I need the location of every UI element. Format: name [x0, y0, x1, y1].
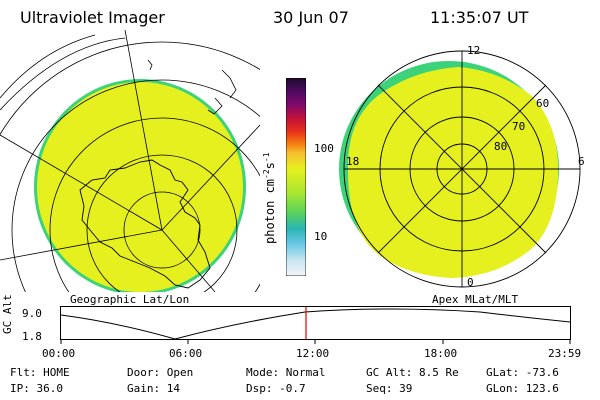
status-gain: Gain: 14	[127, 382, 180, 395]
observation-time: 11:35:07 UT	[430, 8, 529, 27]
meridian	[161, 124, 260, 231]
time-tick-0600: 06:00	[169, 347, 203, 360]
status-dsp: Dsp: -0.7	[246, 382, 306, 395]
colorbar-tick-10: 10	[314, 230, 328, 243]
meridian	[0, 134, 163, 231]
mlt-meridian	[377, 84, 547, 254]
outer-lat-arc	[0, 34, 96, 99]
status-mode: Mode: Normal	[246, 366, 326, 379]
lat-circle	[49, 117, 260, 292]
lat-circle	[0, 41, 260, 136]
time-tick-1800: 18:00	[424, 347, 458, 360]
status-gc-altitude: GC Alt: 8.5 Re	[366, 366, 459, 379]
meridian	[124, 30, 163, 231]
altitude-plot-frame	[60, 306, 571, 340]
lat-circle	[123, 191, 201, 269]
status-ip: IP: 36.0	[10, 382, 63, 395]
colorbar	[286, 78, 306, 276]
geographic-map	[0, 30, 260, 292]
magnetic-panel-title: Apex MLat/MLT	[432, 293, 519, 306]
magnetic-map	[339, 50, 581, 288]
status-sequence: Seq: 39	[366, 382, 413, 395]
new-zealand-coastline	[207, 97, 223, 115]
colorbar-gradient	[286, 78, 306, 276]
mlat-label-60: 60	[536, 97, 550, 110]
colorbar-label: photon cm-2s-1	[262, 152, 277, 244]
status-flight: Flt: HOME	[10, 366, 70, 379]
mlat-label-70: 70	[512, 120, 526, 133]
status-glat: GLat: -73.6	[486, 366, 559, 379]
altitude-tick-max: 9.0	[22, 307, 42, 320]
lat-circle	[11, 79, 260, 292]
altitude-plot	[60, 306, 571, 344]
colorbar-tick-100: 100	[314, 142, 334, 155]
mlt-label-0: 0	[467, 276, 474, 289]
altitude-axis-label: GC Alt	[1, 294, 14, 334]
altitude-curve	[60, 308, 571, 340]
time-tick-2359: 23:59	[548, 347, 582, 360]
instrument-title: Ultraviolet Imager	[20, 8, 165, 27]
antarctica-coastline	[79, 159, 211, 289]
time-tick-1200: 12:00	[296, 347, 330, 360]
mlt-label-6: 6	[578, 155, 585, 168]
aurora-image-disk	[37, 82, 243, 292]
status-glon: GLon: 123.6	[486, 382, 559, 395]
geographic-panel-title: Geographic Lat/Lon	[70, 293, 190, 306]
new-zealand-coastline	[221, 69, 237, 99]
meridian	[161, 229, 216, 292]
outer-lat-arc	[0, 37, 126, 111]
meridian	[0, 229, 163, 261]
altitude-tick-min: 1.8	[22, 330, 42, 343]
mlat-label-80: 80	[494, 140, 508, 153]
lat-circle	[86, 154, 238, 292]
mlt-label-12: 12	[467, 44, 481, 57]
island-coastline	[147, 59, 153, 71]
status-door: Door: Open	[127, 366, 194, 379]
time-tick-0000: 00:00	[42, 347, 76, 360]
aurora-image-disk	[347, 67, 559, 278]
mlt-label-18: 18	[346, 155, 360, 168]
observation-date: 30 Jun 07	[273, 8, 349, 27]
